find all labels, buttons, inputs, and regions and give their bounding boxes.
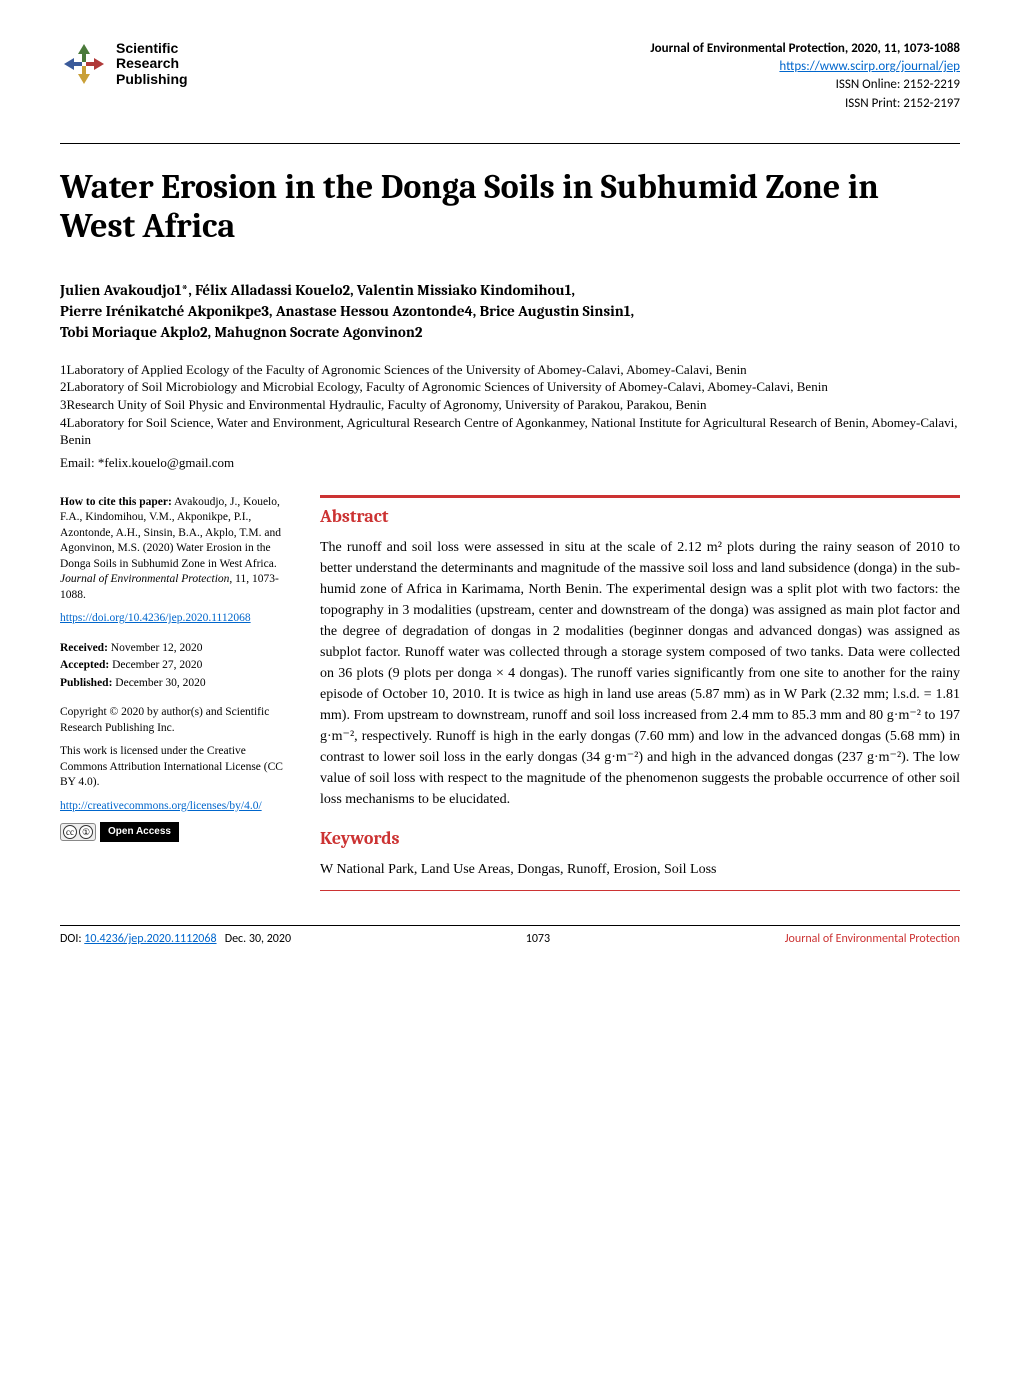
issn-print: ISSN Print: 2152-2197 bbox=[650, 95, 960, 113]
published-date: December 30, 2020 bbox=[112, 677, 205, 689]
authors-line: Julien Avakoudjo1*, Félix Alladassi Koue… bbox=[60, 280, 960, 301]
accepted-date: December 27, 2020 bbox=[109, 659, 202, 671]
keywords-rule-bottom bbox=[320, 890, 960, 891]
cc-row: cc ① Open Access bbox=[60, 822, 292, 842]
footer-left: DOI: 10.4236/jep.2020.1112068 Dec. 30, 2… bbox=[60, 932, 291, 946]
abstract-heading: Abstract bbox=[320, 506, 960, 527]
cc-icon: cc bbox=[63, 825, 77, 839]
abstract-rule-top bbox=[320, 495, 960, 498]
header-divider bbox=[60, 143, 960, 144]
sidebar: How to cite this paper: Avakoudjo, J., K… bbox=[60, 495, 292, 905]
journal-info: Journal of Environmental Protection, 202… bbox=[650, 40, 960, 113]
authors: Julien Avakoudjo1*, Félix Alladassi Koue… bbox=[60, 280, 960, 343]
footer-doi-link[interactable]: 10.4236/jep.2020.1112068 bbox=[84, 932, 216, 946]
copyright-text: Copyright © 2020 by author(s) and Scient… bbox=[60, 705, 292, 736]
received-date: November 12, 2020 bbox=[108, 642, 203, 654]
keywords-text: W National Park, Land Use Areas, Dongas,… bbox=[320, 859, 960, 880]
logo-text: Scientific Research Publishing bbox=[116, 41, 188, 87]
journal-title: Journal of Environmental Protection, 202… bbox=[650, 40, 960, 58]
received-label: Received: bbox=[60, 642, 108, 654]
affiliations: 1Laboratory of Applied Ecology of the Fa… bbox=[60, 361, 960, 449]
email: Email: *felix.kouelo@gmail.com bbox=[60, 455, 960, 471]
issn-online: ISSN Online: 2152-2219 bbox=[650, 76, 960, 94]
logo-icon bbox=[60, 40, 108, 88]
logo-line: Research bbox=[116, 56, 188, 71]
footer: DOI: 10.4236/jep.2020.1112068 Dec. 30, 2… bbox=[60, 925, 960, 946]
footer-date: Dec. 30, 2020 bbox=[225, 932, 291, 946]
authors-line: Tobi Moriaque Akplo2, Mahugnon Socrate A… bbox=[60, 322, 960, 343]
license-text: This work is licensed under the Creative… bbox=[60, 744, 292, 791]
affiliation: 4Laboratory for Soil Science, Water and … bbox=[60, 414, 960, 449]
affiliation: 2Laboratory of Soil Microbiology and Mic… bbox=[60, 378, 960, 396]
authors-line: Pierre Irénikatché Akponikpe3, Anastase … bbox=[60, 301, 960, 322]
dates-block: Received: November 12, 2020 Accepted: De… bbox=[60, 641, 292, 692]
published-label: Published: bbox=[60, 677, 112, 689]
affiliation: 3Research Unity of Soil Physic and Envir… bbox=[60, 396, 960, 414]
license-url-link[interactable]: http://creativecommons.org/licenses/by/4… bbox=[60, 800, 262, 812]
journal-url-link[interactable]: https://www.scirp.org/journal/jep bbox=[779, 59, 960, 74]
logo-line: Scientific bbox=[116, 41, 188, 56]
header: Scientific Research Publishing Journal o… bbox=[60, 40, 960, 113]
paper-title: Water Erosion in the Donga Soils in Subh… bbox=[60, 168, 960, 246]
keywords-heading: Keywords bbox=[320, 828, 960, 849]
main-content: Abstract The runoff and soil loss were a… bbox=[320, 495, 960, 905]
by-icon: ① bbox=[79, 825, 93, 839]
license-block: Copyright © 2020 by author(s) and Scient… bbox=[60, 705, 292, 814]
abstract-text: The runoff and soil loss were assessed i… bbox=[320, 537, 960, 810]
affiliation: 1Laboratory of Applied Ecology of the Fa… bbox=[60, 361, 960, 379]
cc-badge-icon: cc ① bbox=[60, 823, 96, 841]
footer-page: 1073 bbox=[526, 932, 550, 946]
citation-block: How to cite this paper: Avakoudjo, J., K… bbox=[60, 495, 292, 627]
doi-link[interactable]: https://doi.org/10.4236/jep.2020.1112068 bbox=[60, 612, 251, 624]
footer-journal: Journal of Environmental Protection bbox=[785, 932, 960, 946]
open-access-badge: Open Access bbox=[100, 822, 179, 842]
cite-label: How to cite this paper: bbox=[60, 496, 172, 508]
cite-journal: Journal of Environmental Protection bbox=[60, 573, 229, 585]
publisher-logo: Scientific Research Publishing bbox=[60, 40, 188, 88]
accepted-label: Accepted: bbox=[60, 659, 109, 671]
doi-label: DOI: bbox=[60, 932, 84, 946]
logo-line: Publishing bbox=[116, 72, 188, 87]
